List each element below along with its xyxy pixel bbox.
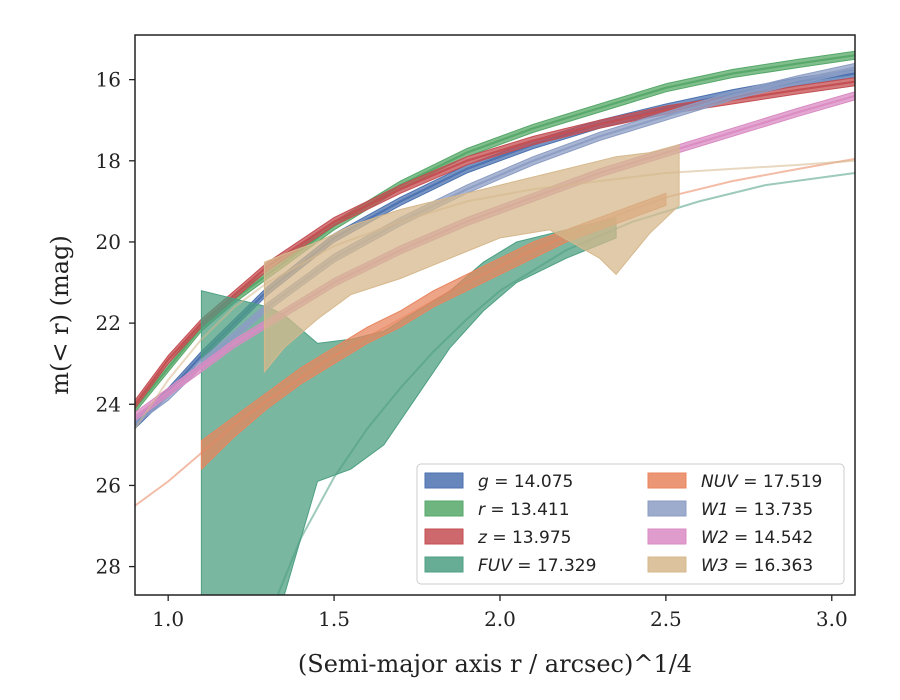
legend-swatch — [424, 556, 464, 573]
x-tick-label: 2.0 — [484, 607, 516, 631]
legend-item-w2: W2 = 14.542 — [647, 528, 813, 548]
band-w3 — [263, 143, 680, 374]
legend-item-r: r = 13.411 — [424, 500, 570, 520]
plot-frame — [134, 34, 856, 596]
y-tick-label: 22 — [96, 311, 121, 335]
ticks-layer: 1.0 1.5 2.0 2.5 3.0 16 18 20 22 24 26 28 — [96, 68, 848, 631]
legend-swatch — [647, 472, 687, 489]
fit-line-nuv — [135, 157, 855, 507]
y-tick-label: 20 — [96, 230, 121, 254]
legend-swatch — [424, 528, 464, 545]
legend-label: W3 = 16.363 — [701, 556, 813, 576]
legend-swatch — [424, 472, 464, 489]
series-layer — [135, 50, 855, 595]
legend-label: z = 13.975 — [477, 528, 571, 548]
y-tick-label: 16 — [96, 68, 121, 92]
fit-line-fuv — [276, 172, 855, 595]
legend-item-z: z = 13.975 — [424, 528, 571, 548]
y-tick-label: 24 — [96, 392, 121, 416]
x-tick-label: 1.5 — [318, 607, 350, 631]
legend-label: g = 14.075 — [478, 472, 573, 492]
y-tick-label: 26 — [96, 473, 121, 497]
band-z — [135, 77, 855, 410]
y-tick-label: 28 — [96, 555, 121, 579]
legend-item-w3: W3 = 16.363 — [647, 556, 813, 576]
legend-label: NUV = 17.519 — [701, 472, 822, 492]
y-axis-title: m(< r) (mag) — [46, 235, 74, 394]
x-tick-label: 1.0 — [152, 607, 184, 631]
legend-swatch — [647, 528, 687, 545]
legend-item-fuv: FUV = 17.329 — [424, 556, 596, 576]
legend-item-nuv: NUV = 17.519 — [647, 472, 822, 492]
legend-swatch — [647, 500, 687, 517]
y-tick-label: 18 — [96, 149, 121, 173]
x-tick-label: 3.0 — [816, 607, 848, 631]
x-tick-label: 2.5 — [650, 607, 682, 631]
legend-label: W2 = 14.542 — [701, 528, 813, 548]
legend-item-w1: W1 = 13.735 — [647, 500, 813, 520]
series-w3 — [135, 143, 855, 430]
legend-label: W1 = 13.735 — [701, 500, 813, 520]
fit-line-w3 — [135, 159, 855, 430]
legend-label: r = 13.411 — [478, 500, 570, 520]
legend-swatch — [647, 556, 687, 573]
legend-item-g: g = 14.075 — [424, 472, 573, 492]
legend: g = 14.075 r = 13.411 z = 13.975 FUV = 17.3… — [416, 463, 845, 585]
legend-swatch — [424, 500, 464, 517]
legend-label: FUV = 17.329 — [478, 556, 596, 576]
legend-box — [416, 463, 845, 585]
x-axis-title: (Semi-major axis r / arcsec)^1/4 — [298, 650, 692, 678]
